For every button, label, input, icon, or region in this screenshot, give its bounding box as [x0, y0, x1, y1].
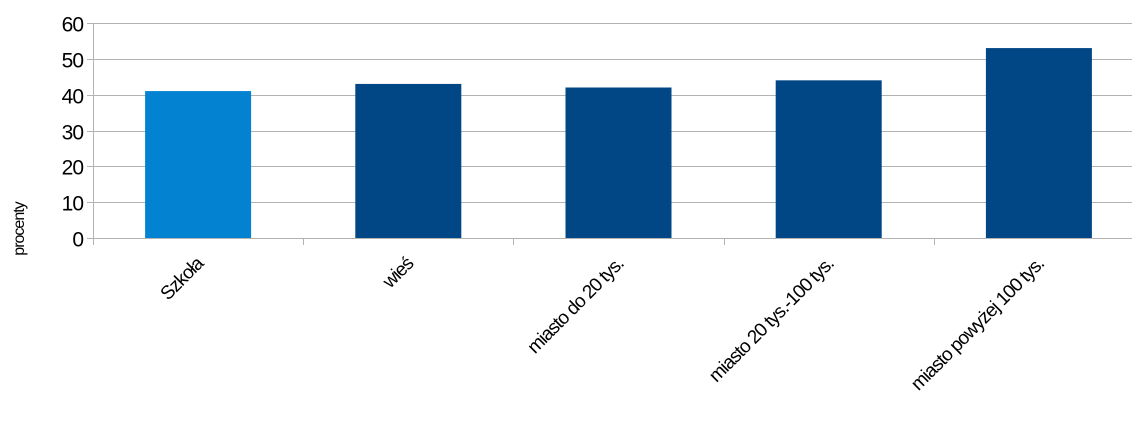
x-tick-label: Szkoła	[157, 253, 209, 305]
y-tick-labels: 0 10 20 30 40 50 60	[62, 14, 85, 252]
x-tick-label: wieś	[378, 253, 418, 293]
x-tick-label: miasto do 20 tys.	[524, 254, 628, 358]
axes	[87, 23, 935, 245]
x-tick-label: miasto powyżej 100 tys.	[907, 254, 1048, 395]
x-tick-labels: Szkoła wieś miasto do 20 tys. miasto 20 tys…	[157, 253, 1049, 395]
y-tick-label: 60	[62, 14, 84, 37]
bars	[145, 48, 1092, 239]
y-tick-label: 20	[62, 157, 84, 180]
y-tick-label: 40	[62, 86, 84, 109]
y-tick-label: 0	[72, 229, 83, 252]
bar	[355, 83, 462, 239]
y-axis-label: procenty	[11, 201, 28, 255]
y-tick-label: 50	[62, 50, 84, 73]
bar	[565, 87, 672, 238]
bar	[775, 80, 882, 238]
bar	[145, 91, 252, 238]
x-tick-label: miasto 20 tys.-100 tys.	[705, 254, 838, 387]
bar	[985, 48, 1092, 239]
y-tick-label: 30	[62, 122, 84, 145]
y-tick-label: 10	[62, 193, 84, 216]
